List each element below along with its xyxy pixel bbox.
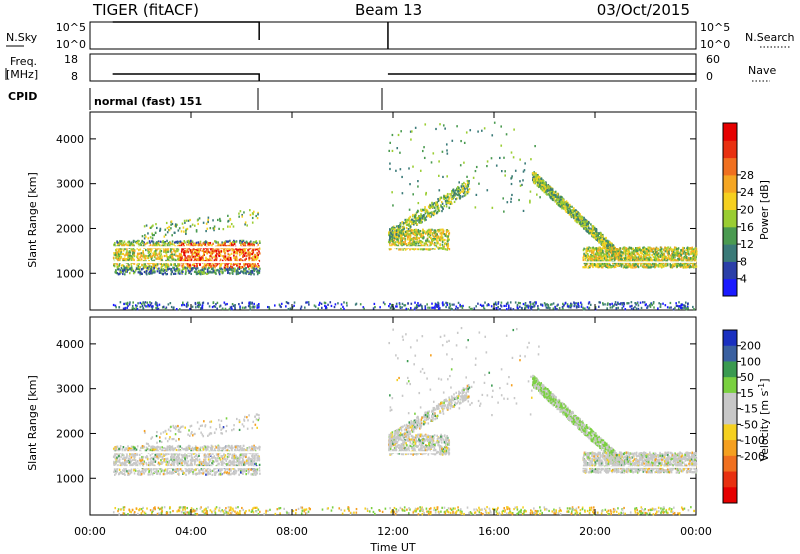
nsky-trace (112, 21, 389, 49)
colorbar-swatch (723, 392, 737, 410)
colorbar-tick: 20 (740, 204, 754, 217)
colorbar-swatch (723, 278, 737, 297)
colorbar-swatch (723, 140, 737, 159)
colorbar-swatch (723, 157, 737, 176)
velocity-panel (89, 316, 697, 516)
nsky-tick-bottom: 10^0 (56, 38, 86, 51)
colorbar-swatch (723, 361, 737, 378)
freq-trace (112, 73, 696, 81)
velocity-ylabel: Slant Range [km] (26, 375, 39, 471)
x-tick-label: 20:00 (579, 525, 611, 538)
colorbar-swatch (723, 424, 737, 441)
y-tick-label: 2000 (56, 222, 84, 235)
colorbar-swatch (723, 244, 737, 262)
power-panel (89, 111, 697, 311)
x-ticks: 00:00 04:00 08:00 12:00 16:00 20:00 00:00 (74, 112, 712, 538)
colorbar-swatch (723, 377, 737, 394)
nave-label: Nave (748, 64, 776, 77)
colorbar-tick: 200 (740, 340, 761, 353)
nsearch-tick-bottom: 10^0 (700, 38, 730, 51)
colorbar-tick: 8 (740, 255, 747, 268)
date-title: 03/Oct/2015 (597, 1, 690, 19)
freq-tick-top: 18 (64, 53, 78, 66)
cpid-label: CPID (8, 90, 37, 103)
x-axis-label: Time UT (369, 541, 415, 554)
colorbar-tick: 16 (740, 221, 754, 234)
colorbar-tick: 4 (740, 273, 747, 286)
colorbar-tick: -200 (740, 450, 765, 463)
freq-label-1: Freq. (10, 55, 37, 68)
colorbar-swatch (723, 345, 737, 362)
freq-label-2: [MHz] (6, 68, 38, 81)
freq-panel (89, 53, 697, 82)
x-tick-label: 08:00 (276, 525, 308, 538)
power-colorbar-label: Power [dB] (758, 180, 771, 240)
nsearch-label: N.Search (745, 31, 795, 44)
colorbar-swatch (723, 209, 737, 228)
colorbar-tick: 24 (740, 186, 754, 199)
colorbar-tick: -100 (740, 434, 765, 447)
x-tick-label: 00:00 (680, 525, 712, 538)
colorbar-swatch (723, 226, 737, 245)
beam-title: Beam 13 (355, 1, 422, 19)
y-tick-label: 3000 (56, 383, 84, 396)
nsky-label: N.Sky (6, 31, 38, 44)
station-title: TIGER (fitACF) (92, 1, 199, 19)
velocity-heatmap (112, 326, 698, 516)
colorbar-tick: 28 (740, 169, 754, 182)
colorbar-tick: 12 (740, 238, 754, 251)
nsearch-tick-top: 10^5 (700, 21, 730, 34)
power-heatmap (112, 121, 698, 311)
colorbar-swatch (723, 192, 737, 210)
x-tick-label: 16:00 (478, 525, 510, 538)
velocity-colorbar-label: Velocity [m s-1] (757, 378, 772, 461)
x-tick-label: 00:00 (74, 525, 106, 538)
colorbar-tick: 15 (740, 387, 754, 400)
colorbar-swatch (723, 123, 737, 141)
y-ticks: 1000 2000 3000 4000 1000 2000 3000 4000 (56, 133, 696, 485)
power-colorbar: 4 8 12 16 20 24 28 (722, 122, 754, 297)
nsky-panel (89, 21, 697, 50)
status-traces (112, 21, 696, 81)
colorbar-tick: -50 (740, 418, 758, 431)
y-tick-label: 4000 (56, 338, 84, 351)
colorbar-swatch (723, 455, 737, 473)
y-tick-label: 1000 (56, 267, 84, 280)
freq-tick-bottom: 8 (71, 70, 78, 83)
colorbar-tick: -15 (740, 403, 758, 416)
colorbar-swatch (723, 440, 737, 457)
colorbar-swatch (723, 261, 737, 280)
y-tick-label: 4000 (56, 133, 84, 146)
nsky-tick-top: 10^5 (56, 21, 86, 34)
colorbar-tick: 100 (740, 355, 761, 368)
power-ylabel: Slant Range [km] (26, 172, 39, 268)
colorbar-tick: 50 (740, 371, 754, 384)
y-tick-label: 1000 (56, 472, 84, 485)
nave-tick-bottom: 0 (706, 70, 713, 83)
y-tick-label: 2000 (56, 427, 84, 440)
colorbar-swatch (723, 471, 737, 488)
colorbar-swatch (723, 174, 737, 193)
y-tick-label: 3000 (56, 178, 84, 191)
colorbar-swatch (723, 487, 737, 504)
cpid-text: normal (fast) 151 (94, 95, 202, 108)
colorbar-swatch (723, 330, 737, 347)
velocity-colorbar: 200 100 50 15 -15 -50 -100 -200 (722, 329, 765, 504)
colorbar-swatch (723, 408, 737, 425)
nave-tick-top: 60 (706, 53, 720, 66)
x-tick-label: 12:00 (377, 525, 409, 538)
x-tick-label: 04:00 (175, 525, 207, 538)
